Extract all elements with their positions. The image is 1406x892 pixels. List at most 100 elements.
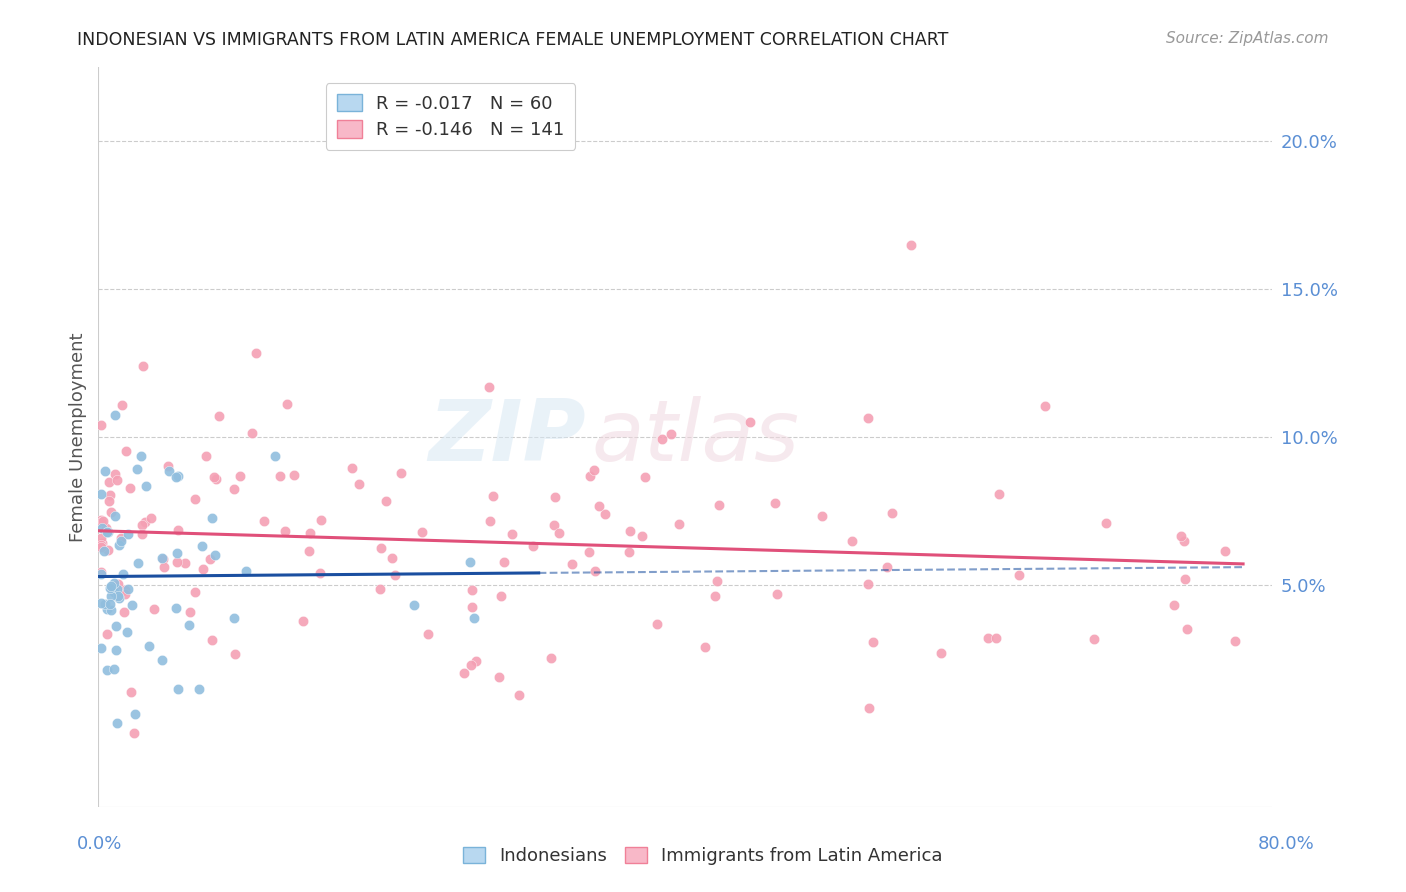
Point [651,432,673,446]
Point [583,564,606,578]
Point [707,499,730,513]
Point [900,237,922,252]
Point [91,520,114,534]
Point [501,527,523,541]
Point [578,469,600,483]
Point [108,538,131,552]
Point [631,528,654,542]
Point [191,540,214,554]
Point [224,610,246,624]
Point [167,523,190,537]
Point [131,527,153,541]
Legend: R = -0.017   N = 60, R = -0.146   N = 141: R = -0.017 N = 60, R = -0.146 N = 141 [326,83,575,150]
Point [544,490,567,504]
Point [253,514,276,528]
Point [202,469,225,483]
Point [93,544,115,558]
Point [97,542,120,557]
Point [94,464,117,478]
Point [90,567,112,582]
Point [543,517,565,532]
Point [157,464,180,478]
Point [90,566,112,580]
Point [165,600,187,615]
Point [458,555,481,569]
Point [389,466,412,480]
Point [561,557,583,571]
Point [184,585,207,599]
Point [738,416,761,430]
Point [540,651,562,665]
Point [1008,568,1031,582]
Point [107,589,129,603]
Point [633,470,655,484]
Point [222,482,245,496]
Point [661,427,683,442]
Point [127,462,149,476]
Point [269,468,291,483]
Point [465,654,488,668]
Point [111,566,134,581]
Point [179,605,201,619]
Point [461,582,484,597]
Point [110,534,132,549]
Point [135,479,157,493]
Point [811,508,834,523]
Point [453,666,475,681]
Point [174,556,197,570]
Point [1215,544,1237,558]
Point [882,506,904,520]
Point [100,597,122,611]
Point [482,489,505,503]
Text: atlas: atlas [592,395,800,479]
Point [668,516,690,531]
Point [166,556,188,570]
Point [91,514,114,528]
Point [103,584,125,599]
Point [418,627,440,641]
Point [489,589,512,603]
Point [245,346,267,360]
Text: 0.0%: 0.0% [77,835,122,853]
Point [384,567,406,582]
Point [104,467,127,482]
Point [166,469,188,483]
Point [90,640,112,655]
Y-axis label: Female Unemployment: Female Unemployment [69,333,87,541]
Point [342,460,364,475]
Point [461,599,484,614]
Point [152,552,174,566]
Point [488,670,510,684]
Point [858,701,880,715]
Point [583,463,606,477]
Point [198,552,221,566]
Point [645,616,668,631]
Point [188,681,211,696]
Point [191,562,214,576]
Point [91,536,114,550]
Point [478,515,501,529]
Point [142,602,165,616]
Point [103,575,125,590]
Point [105,643,128,657]
Point [134,515,156,529]
Point [208,409,231,423]
Point [276,397,298,411]
Point [308,566,330,580]
Point [100,505,122,519]
Point [235,564,257,578]
Point [100,590,122,604]
Point [703,589,725,603]
Point [107,577,129,591]
Point [153,559,176,574]
Point [90,596,112,610]
Point [94,597,117,611]
Point [131,518,153,533]
Point [166,468,188,483]
Point [619,524,641,538]
Point [411,524,433,539]
Point [463,611,485,625]
Point [283,467,305,482]
Point [862,634,884,648]
Point [929,646,952,660]
